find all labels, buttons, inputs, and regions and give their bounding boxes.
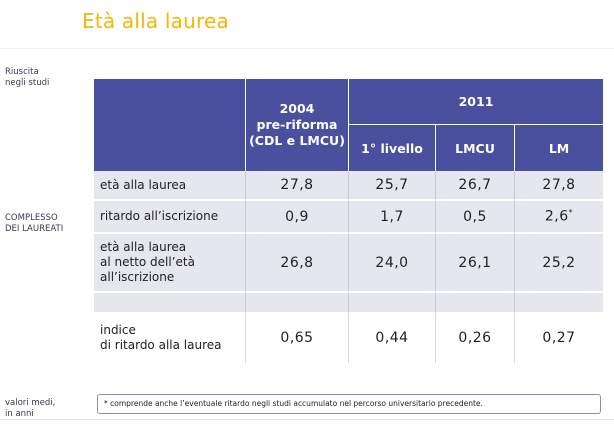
cell-value [245, 293, 348, 314]
cell-value-starred: 2,6* [514, 201, 604, 234]
row-label [94, 293, 245, 314]
row-label: età alla laurea al netto dell’età all’is… [94, 234, 245, 293]
cell-value: 25,2 [514, 234, 604, 293]
cell-value [514, 293, 604, 314]
cell-value [435, 293, 514, 314]
cell-value: 0,65 [245, 314, 348, 364]
cell-value: 27,8 [245, 171, 348, 201]
table-row: età alla laurea 27,8 25,7 26,7 27,8 [94, 171, 604, 201]
cell-value: 0,27 [514, 314, 604, 364]
cell-value: 26,7 [435, 171, 514, 201]
table-row: indice di ritardo alla laurea 0,65 0,44 … [94, 314, 604, 364]
cell-value: 27,8 [514, 171, 604, 201]
cell-value: 26,1 [435, 234, 514, 293]
header-2011: 2011 [348, 79, 604, 125]
table-row: ritardo all’iscrizione 0,9 1,7 0,5 2,6* [94, 201, 604, 234]
cell-value: 2,6 [544, 208, 569, 225]
row-label: indice di ritardo alla laurea [94, 314, 245, 364]
side-label-riuscita: Riuscita negli studi [5, 67, 50, 88]
header-empty-cell [94, 79, 245, 171]
title-divider [0, 48, 614, 49]
cell-value: 1,7 [348, 201, 435, 234]
header-primo-livello: 1° livello [348, 125, 435, 171]
cell-value: 0,5 [435, 201, 514, 234]
cell-value: 26,8 [245, 234, 348, 293]
cell-value: 25,7 [348, 171, 435, 201]
row-label: ritardo all’iscrizione [94, 201, 245, 234]
footnote-marker: * [568, 208, 574, 218]
cell-value [348, 293, 435, 314]
cell-value: 24,0 [348, 234, 435, 293]
side-label-complesso: COMPLESSO DEI LAUREATI [5, 213, 64, 234]
side-label-valori: valori medi, in anni [5, 398, 56, 419]
footnote-box: * comprende anche l’eventuale ritardo ne… [97, 394, 601, 414]
cell-value: 0,9 [245, 201, 348, 234]
footnote-text: * comprende anche l’eventuale ritardo ne… [104, 399, 483, 408]
table-row-spacer [94, 293, 604, 314]
cell-value: 0,26 [435, 314, 514, 364]
table-row: età alla laurea al netto dell’età all’is… [94, 234, 604, 293]
header-2004: 2004 pre-riforma (CDL e LMCU) [245, 79, 348, 171]
header-lmcu: LMCU [435, 125, 514, 171]
row-label: età alla laurea [94, 171, 245, 201]
bottom-divider [0, 419, 614, 420]
page-title: Età alla laurea [82, 9, 229, 33]
cell-value: 0,44 [348, 314, 435, 364]
data-table: 2004 pre-riforma (CDL e LMCU) 2011 1° li… [94, 79, 604, 364]
header-lm: LM [514, 125, 604, 171]
